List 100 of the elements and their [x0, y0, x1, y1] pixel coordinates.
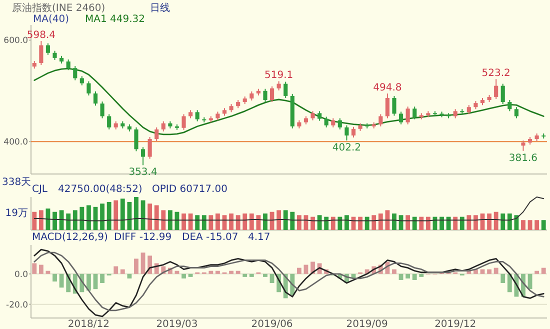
bar	[236, 270, 240, 274]
candlestick	[86, 80, 91, 96]
candlestick	[392, 95, 396, 116]
candlestick	[202, 116, 206, 123]
y-tick-label: 600.0	[4, 36, 28, 46]
legend-title: MA(40)	[33, 14, 70, 25]
candlestick	[466, 104, 471, 115]
bar	[236, 215, 240, 230]
bar	[392, 214, 396, 230]
bar	[487, 269, 492, 274]
bar	[80, 206, 84, 230]
candlestick	[93, 90, 98, 106]
bar	[263, 214, 268, 230]
bar	[59, 274, 64, 288]
candlestick	[270, 86, 274, 103]
bar	[494, 268, 498, 274]
bar	[385, 210, 390, 230]
candlestick	[154, 126, 159, 142]
bar	[453, 216, 458, 230]
text: 4.17	[248, 232, 270, 243]
bar	[229, 214, 234, 230]
candlestick	[250, 90, 254, 102]
annotation: 353.4	[128, 167, 158, 178]
bar	[440, 216, 444, 230]
bar	[344, 215, 349, 230]
candlestick	[107, 114, 112, 130]
candlestick	[508, 100, 512, 112]
bar	[134, 197, 138, 230]
bar	[500, 214, 506, 230]
bar	[86, 205, 91, 230]
bar	[93, 274, 98, 290]
bar	[216, 214, 220, 230]
bar	[398, 274, 404, 280]
bar	[324, 216, 329, 230]
text: DIFF -12.99	[114, 232, 172, 243]
bar	[487, 214, 492, 230]
bar	[419, 274, 424, 277]
bar	[507, 274, 512, 292]
candlestick	[161, 120, 166, 132]
text: 42750.00(48:52)	[58, 184, 142, 195]
candlestick	[494, 78, 498, 100]
candlestick	[446, 112, 451, 119]
bar	[500, 274, 506, 284]
x-tick-label: 2019/03	[156, 319, 198, 329]
bar	[72, 210, 78, 230]
bar	[161, 210, 166, 230]
bar	[148, 204, 152, 230]
chart-title: MACD(12,26,9)	[32, 232, 108, 243]
bar	[378, 214, 383, 230]
bar	[338, 216, 342, 230]
text: 日线	[150, 2, 170, 14]
candlestick	[398, 111, 404, 125]
candlestick	[73, 66, 78, 81]
candlestick	[385, 93, 390, 119]
bar	[202, 215, 206, 230]
annotation: 598.4	[26, 30, 56, 42]
y-tick-label: 400.0	[4, 138, 28, 148]
candlestick	[521, 140, 526, 152]
y-tick-label: -20.0	[6, 300, 28, 310]
x-tick-label: 2018/12	[68, 319, 110, 329]
bar	[86, 274, 91, 291]
text: 338天	[2, 177, 32, 188]
bar	[249, 274, 254, 277]
bar	[148, 256, 152, 274]
bar	[412, 274, 417, 280]
bar	[182, 274, 186, 278]
bar	[38, 264, 44, 274]
bar	[32, 212, 37, 230]
bar	[216, 270, 220, 274]
candlestick	[263, 88, 268, 103]
candlestick	[406, 106, 410, 125]
bar	[528, 220, 532, 230]
chart-title: CJL	[32, 184, 48, 195]
bar	[276, 210, 282, 230]
bar	[406, 215, 410, 230]
bar	[256, 215, 261, 230]
bar	[419, 216, 424, 230]
candlestick	[46, 42, 50, 56]
bar	[541, 220, 546, 230]
bar	[296, 215, 302, 230]
candlestick	[412, 106, 417, 120]
candlestick	[100, 101, 104, 119]
candlestick	[378, 114, 383, 127]
bar	[249, 214, 254, 230]
candlestick	[318, 110, 322, 122]
bar	[541, 268, 546, 274]
candlestick	[344, 124, 349, 141]
candlestick	[66, 58, 70, 71]
bar	[154, 205, 159, 230]
annotation: 519.1	[264, 70, 294, 82]
bar	[242, 214, 248, 230]
bar	[114, 200, 118, 230]
y-tick-label: 0.0	[14, 270, 28, 280]
candlestick	[514, 106, 518, 119]
bar	[514, 215, 519, 230]
candlestick	[500, 83, 505, 105]
bar	[100, 274, 104, 284]
candlestick	[134, 126, 138, 152]
bar	[66, 214, 71, 230]
annotation: 494.8	[373, 82, 402, 94]
